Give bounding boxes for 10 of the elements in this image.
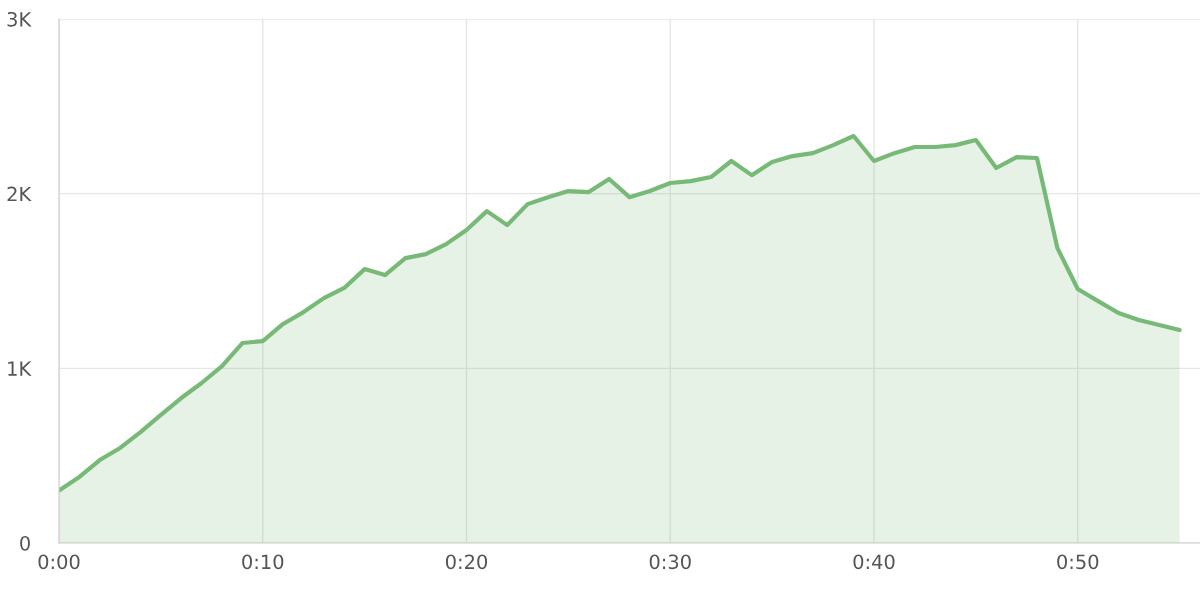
x-tick-label: 0:20	[445, 554, 488, 570]
x-tick-label: 0:10	[242, 554, 284, 570]
x-tick-label: 0:00	[38, 554, 80, 570]
y-tick-label: 2K	[7, 186, 32, 202]
y-tick-label: 3K	[7, 11, 32, 27]
x-tick-label: 0:50	[1057, 554, 1099, 570]
x-tick-label: 0:30	[649, 554, 691, 570]
y-tick-label: 0	[20, 535, 30, 551]
x-tick-label: 0:40	[853, 554, 895, 570]
y-tick-label: 1K	[8, 361, 32, 376]
